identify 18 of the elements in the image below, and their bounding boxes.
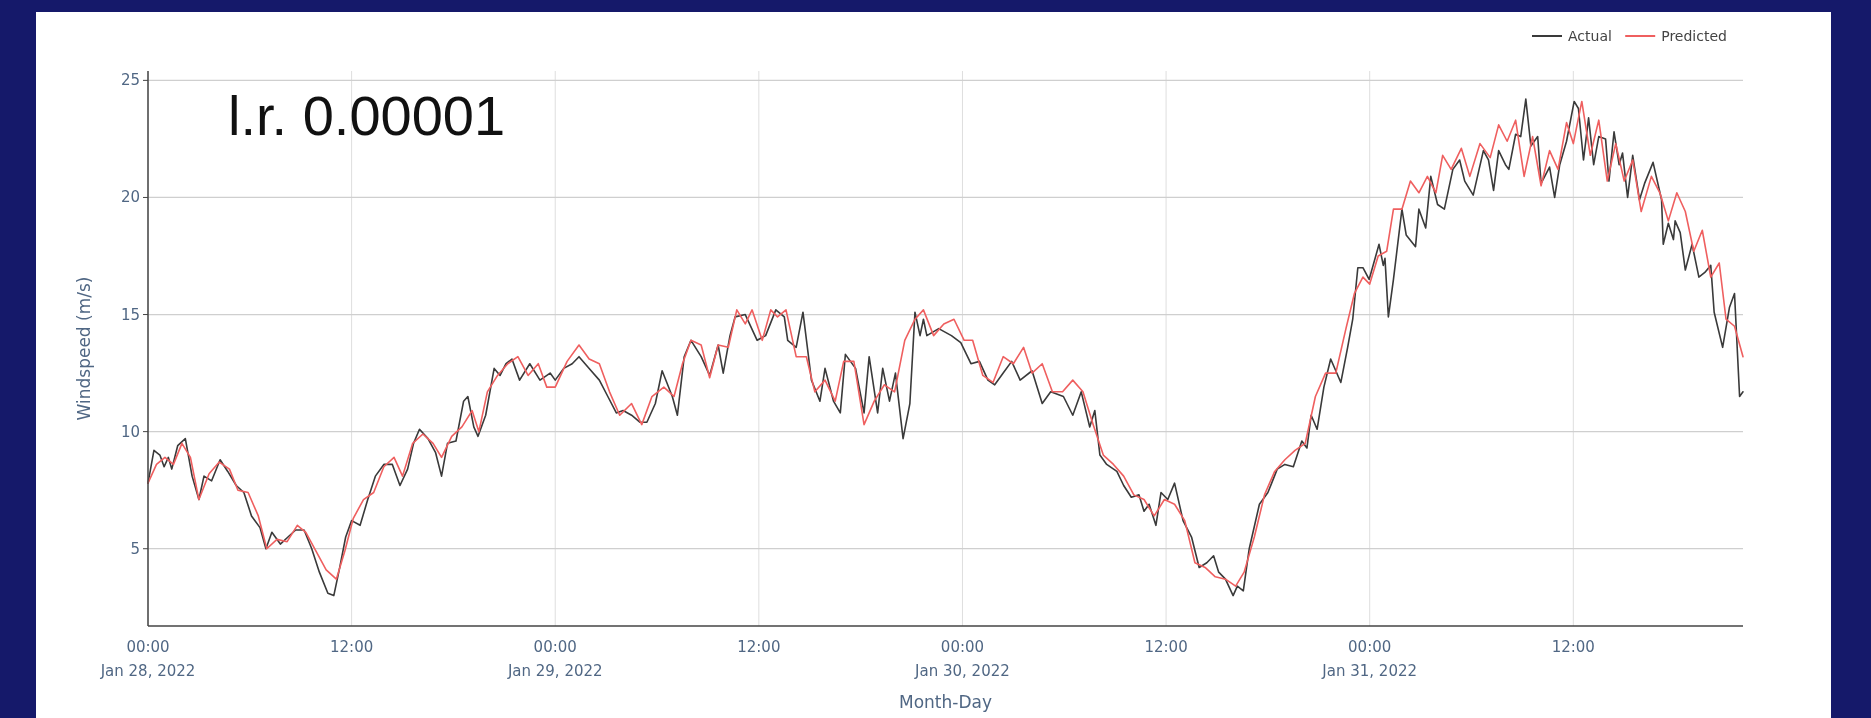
- x-tick-label: 12:00: [737, 638, 781, 656]
- y-tick-label: 10: [120, 422, 140, 441]
- y-tick-label: 20: [120, 188, 140, 207]
- x-tick-label: 12:00: [330, 638, 374, 656]
- legend-label: Actual: [1568, 28, 1612, 44]
- x-tick-label: 00:00 Jan 28, 2022: [99, 638, 196, 680]
- y-tick-label: 25: [120, 71, 140, 90]
- annotation: l.r. 0.00001: [228, 84, 506, 147]
- x-tick-label: 12:00: [1551, 638, 1595, 656]
- y-tick-label: 5: [130, 539, 140, 558]
- x-tick-label: 12:00: [1144, 638, 1188, 656]
- y-tick-label: 15: [120, 305, 140, 324]
- x-axis-title: Month-Day: [899, 692, 992, 712]
- x-tick-label: 00:00 Jan 30, 2022: [914, 638, 1010, 680]
- x-tick-label: 00:00 Jan 29, 2022: [506, 638, 603, 680]
- x-tick-label: 00:00 Jan 31, 2022: [1321, 638, 1418, 680]
- y-axis-title: Windspeed (m/s): [74, 276, 94, 421]
- legend-label: Predicted: [1661, 28, 1727, 44]
